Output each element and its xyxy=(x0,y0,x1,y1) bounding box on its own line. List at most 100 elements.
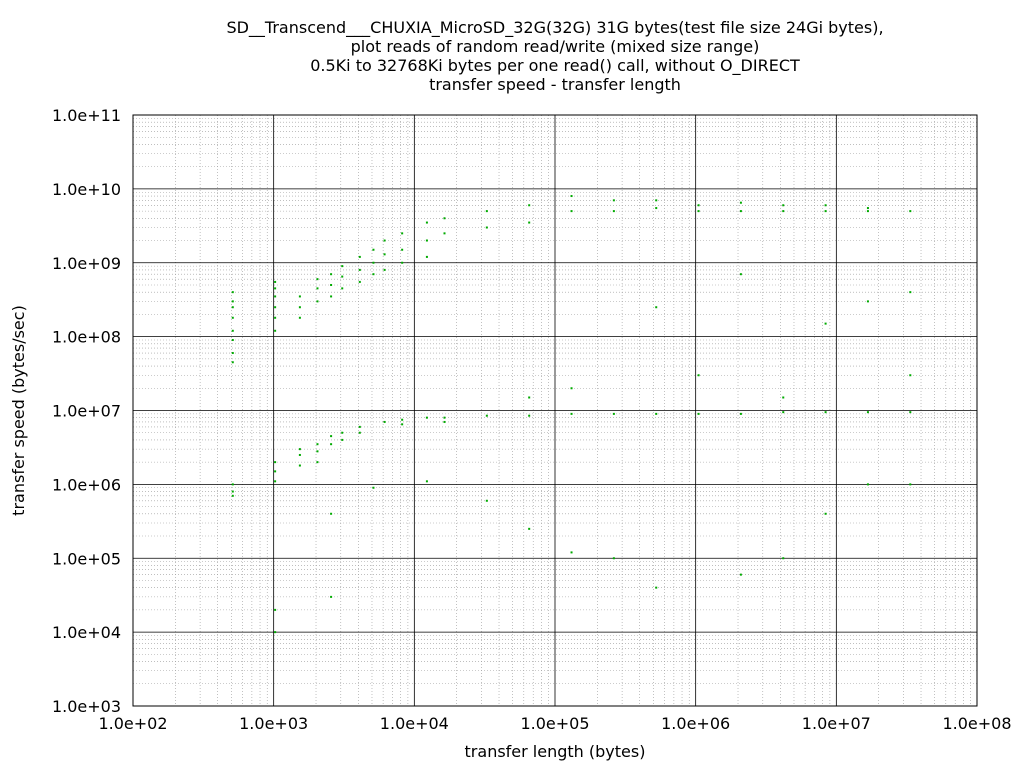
data-point xyxy=(231,490,234,493)
x-tick-label: 1.0e+07 xyxy=(802,714,871,733)
data-point xyxy=(782,204,785,207)
data-point xyxy=(782,396,785,399)
data-point xyxy=(697,204,700,207)
data-point xyxy=(866,483,869,486)
data-point xyxy=(425,255,428,258)
data-point xyxy=(274,461,277,464)
data-point xyxy=(231,339,234,342)
data-point xyxy=(330,443,333,446)
data-point xyxy=(358,255,361,258)
data-point xyxy=(372,486,375,489)
scatter-points xyxy=(231,195,912,634)
data-point xyxy=(612,199,615,202)
data-point xyxy=(655,207,658,210)
chart-title-line: transfer speed - transfer length xyxy=(429,75,681,94)
x-axis-label: transfer length (bytes) xyxy=(465,742,646,761)
data-point xyxy=(330,512,333,515)
data-point xyxy=(485,210,488,213)
data-point xyxy=(383,239,386,242)
plot-area xyxy=(132,114,978,707)
data-point xyxy=(866,210,869,213)
data-point xyxy=(485,499,488,502)
data-point xyxy=(231,291,234,294)
data-point xyxy=(697,210,700,213)
data-point xyxy=(330,435,333,438)
data-point xyxy=(401,423,404,426)
data-point xyxy=(739,573,742,576)
data-point xyxy=(909,483,912,486)
data-point xyxy=(739,201,742,204)
data-point xyxy=(909,411,912,414)
data-point xyxy=(298,464,301,467)
data-point xyxy=(341,265,344,268)
y-tick-label: 1.0e+05 xyxy=(52,549,121,568)
data-point xyxy=(528,527,531,530)
data-point xyxy=(372,261,375,264)
data-point xyxy=(697,412,700,415)
data-point xyxy=(528,414,531,417)
data-point xyxy=(425,239,428,242)
data-point xyxy=(274,306,277,309)
data-point xyxy=(274,631,277,634)
data-point xyxy=(570,412,573,415)
data-point xyxy=(909,374,912,377)
data-point xyxy=(231,329,234,332)
data-point xyxy=(231,494,234,497)
x-tick-label: 1.0e+06 xyxy=(661,714,730,733)
data-point xyxy=(443,217,446,220)
data-point xyxy=(330,595,333,598)
data-point xyxy=(341,431,344,434)
data-point xyxy=(231,316,234,319)
data-point xyxy=(274,470,277,473)
y-tick-label: 1.0e+06 xyxy=(52,475,121,494)
y-tick-label: 1.0e+10 xyxy=(52,180,121,199)
data-point xyxy=(316,300,319,303)
data-point xyxy=(739,412,742,415)
data-point xyxy=(231,361,234,364)
data-point xyxy=(316,450,319,453)
chart-title-line: plot reads of random read/write (mixed s… xyxy=(351,37,760,56)
data-point xyxy=(570,195,573,198)
data-point xyxy=(782,411,785,414)
data-point xyxy=(298,448,301,451)
data-point xyxy=(330,295,333,298)
x-tick-label: 1.0e+03 xyxy=(239,714,308,733)
data-point xyxy=(570,551,573,554)
data-point xyxy=(341,287,344,290)
grid xyxy=(133,115,977,706)
data-point xyxy=(866,300,869,303)
x-tick-label: 1.0e+04 xyxy=(380,714,449,733)
data-point xyxy=(231,483,234,486)
y-tick-label: 1.0e+04 xyxy=(52,623,121,642)
data-point xyxy=(274,329,277,332)
data-point xyxy=(298,295,301,298)
data-point xyxy=(383,420,386,423)
data-point xyxy=(425,221,428,224)
y-tick-label: 1.0e+03 xyxy=(52,697,121,716)
data-point xyxy=(824,204,827,207)
data-point xyxy=(697,374,700,377)
data-point xyxy=(528,204,531,207)
data-point xyxy=(570,387,573,390)
data-point xyxy=(425,480,428,483)
data-point xyxy=(274,316,277,319)
data-point xyxy=(383,268,386,271)
data-point xyxy=(330,273,333,276)
x-tick-label: 1.0e+02 xyxy=(98,714,167,733)
data-point xyxy=(231,352,234,355)
data-point xyxy=(485,414,488,417)
chart-title-line: 0.5Ki to 32768Ki bytes per one read() ca… xyxy=(310,56,800,76)
y-tick-label: 1.0e+08 xyxy=(52,328,121,347)
data-point xyxy=(298,453,301,456)
y-tick-label: 1.0e+07 xyxy=(52,402,121,421)
data-point xyxy=(909,291,912,294)
data-point xyxy=(274,280,277,283)
x-tick-label: 1.0e+05 xyxy=(520,714,589,733)
data-point xyxy=(612,412,615,415)
data-point xyxy=(739,210,742,213)
chart-title-line: SD__Transcend___CHUXIA_MicroSD_32G(32G) … xyxy=(226,18,883,38)
data-point xyxy=(443,420,446,423)
data-point xyxy=(443,416,446,419)
data-point xyxy=(485,226,488,229)
